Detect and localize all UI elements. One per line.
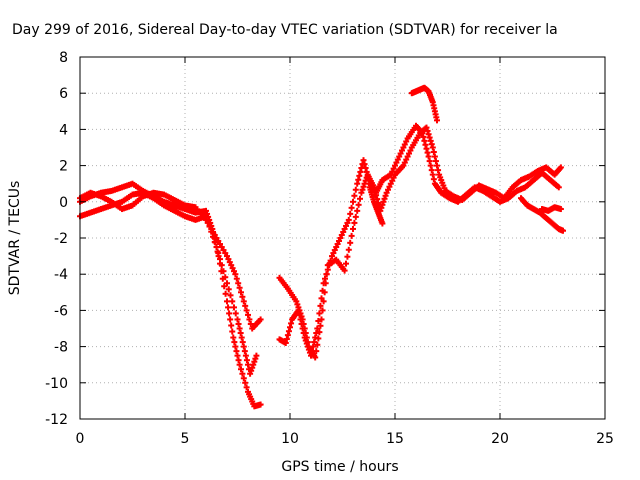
series-track-b <box>77 189 260 377</box>
x-tick-label: 25 <box>596 431 614 447</box>
series-track-d <box>276 122 562 359</box>
y-tick-label: 0 <box>59 195 68 211</box>
y-tick-label: -4 <box>54 267 68 283</box>
series-track-c <box>77 189 264 332</box>
y-tick-label: -8 <box>54 340 68 356</box>
x-axis-label: GPS time / hours <box>281 459 398 475</box>
y-tick-label: 8 <box>59 50 68 66</box>
y-tick-label: -6 <box>54 303 68 319</box>
y-tick-labels: -12 -10 -8 -6 -4 -2 0 2 4 6 8 <box>45 50 68 428</box>
x-tick-label: 10 <box>281 431 299 447</box>
chart-title: Day 299 of 2016, Sidereal Day-to-day VTE… <box>12 22 558 38</box>
series-track-h <box>539 204 564 214</box>
x-tick-label: 20 <box>491 431 509 447</box>
y-tick-label: -12 <box>45 412 68 428</box>
y-tick-label: 2 <box>59 159 68 175</box>
series-track-a <box>77 180 264 410</box>
y-axis-label: SDTVAR / TECUs <box>7 181 23 296</box>
y-tick-label: 6 <box>59 86 68 102</box>
y-tick-label: 4 <box>59 122 68 138</box>
y-tick-label: -10 <box>45 376 68 392</box>
series-track-f <box>408 84 440 124</box>
y-tick-label: -2 <box>54 231 68 247</box>
axis-ticks <box>79 56 606 420</box>
series-track-g <box>518 195 566 234</box>
x-tick-label: 5 <box>181 431 190 447</box>
x-tick-label: 15 <box>386 431 404 447</box>
series-track-e <box>276 124 564 361</box>
data-points <box>77 84 566 410</box>
x-tick-labels: 0 5 10 15 20 25 <box>76 431 614 447</box>
series-track-i <box>366 184 386 227</box>
grid-lines <box>80 57 605 419</box>
x-tick-label: 0 <box>76 431 85 447</box>
